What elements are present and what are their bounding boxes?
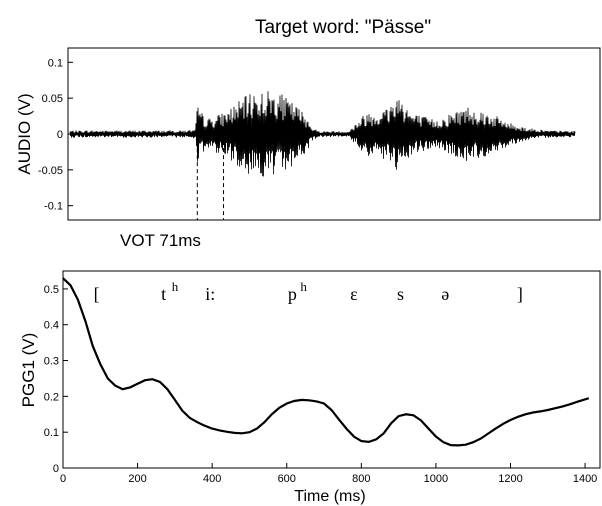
audio-y-tick-label: 0.05 bbox=[42, 93, 63, 105]
audio-waveform bbox=[69, 91, 576, 177]
pgg-x-tick-label: 0 bbox=[60, 473, 66, 485]
transcription-symbol: i: bbox=[205, 284, 215, 304]
transcription-symbol: ə bbox=[441, 284, 449, 304]
transcription-symbol: t bbox=[161, 284, 166, 304]
pgg-y-tick-label: 0.1 bbox=[44, 427, 59, 439]
pgg-y-tick-label: 0.5 bbox=[44, 284, 59, 296]
pgg-y-axis-label: PGG1 (V) bbox=[19, 333, 38, 408]
pgg-y-tick-label: 0.2 bbox=[44, 391, 59, 403]
pgg-x-tick-label: 600 bbox=[278, 473, 296, 485]
pgg-y-tick-label: 0.3 bbox=[44, 356, 59, 368]
audio-y-tick-label: -0.1 bbox=[44, 201, 63, 213]
transcription-symbol: s bbox=[397, 284, 404, 304]
pgg1-series-line bbox=[62, 277, 590, 447]
audio-plot: Target word: "Pässe" -0.1 -0.05 0 0.05 0.1 A… bbox=[15, 17, 601, 250]
transcription-symbol: ] bbox=[517, 284, 523, 304]
pgg-x-axis-label: Time (ms) bbox=[294, 488, 365, 505]
transcription-symbol: p bbox=[288, 284, 297, 304]
vot-annotation: VOT 71ms bbox=[120, 231, 201, 250]
plot-title: Target word: "Pässe" bbox=[255, 17, 431, 38]
pgg-x-tick-label: 1200 bbox=[498, 473, 522, 485]
transcription-symbol: [ bbox=[94, 284, 100, 304]
pgg-x-tick-label: 200 bbox=[128, 473, 146, 485]
transcription-symbol: ɛ bbox=[350, 284, 358, 304]
pgg-plot-frame bbox=[62, 270, 601, 469]
pgg-y-tick-label: 0.4 bbox=[44, 320, 59, 332]
pgg-y-tick-label: 0 bbox=[53, 463, 59, 475]
pgg-x-tick-label: 1400 bbox=[573, 473, 597, 485]
pgg-x-tick-label: 800 bbox=[352, 473, 370, 485]
pgg-x-tick-label: 400 bbox=[203, 473, 221, 485]
audio-y-tick-label: -0.05 bbox=[38, 165, 63, 177]
audio-y-tick-label: 0.1 bbox=[48, 57, 63, 69]
audio-y-axis-label: AUDIO (V) bbox=[15, 93, 34, 174]
transcription-superscript: h bbox=[300, 279, 307, 294]
pgg-x-tick-label: 1000 bbox=[424, 473, 448, 485]
transcription-superscript: h bbox=[172, 279, 179, 294]
audio-y-tick-label: 0 bbox=[57, 129, 63, 141]
pgg-plot: 0 0.1 0.2 0.3 0.4 0.5 0 200 400 600 800 1000 1200 14… bbox=[19, 270, 601, 505]
